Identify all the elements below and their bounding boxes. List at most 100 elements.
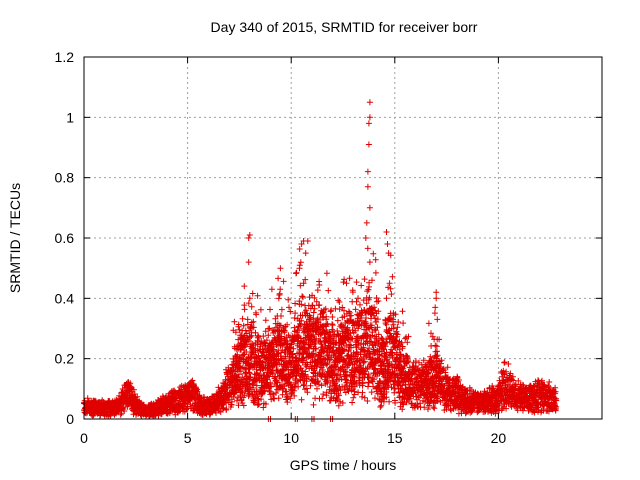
data-point	[290, 345, 297, 352]
data-point	[285, 296, 292, 303]
data-point	[319, 395, 326, 402]
data-point	[307, 314, 314, 321]
data-point	[368, 389, 375, 396]
data-point	[302, 368, 309, 375]
data-point	[253, 311, 260, 318]
data-point	[400, 320, 407, 327]
data-point	[370, 250, 377, 257]
data-point	[320, 309, 327, 316]
data-point	[311, 379, 318, 386]
data-point	[366, 204, 373, 211]
data-point	[247, 334, 254, 341]
data-point	[388, 291, 395, 298]
data-point	[274, 379, 281, 386]
data-point	[314, 385, 320, 392]
data-point	[431, 405, 438, 412]
data-point	[355, 295, 361, 302]
data-point	[386, 398, 393, 405]
data-point	[247, 374, 254, 381]
data-point	[329, 322, 336, 329]
data-point	[277, 286, 284, 293]
data-point	[245, 300, 252, 307]
data-point	[194, 388, 201, 395]
data-point	[241, 306, 248, 313]
data-point	[297, 322, 304, 329]
data-point	[280, 278, 287, 285]
data-point	[231, 318, 238, 325]
data-point	[235, 336, 242, 343]
data-point	[134, 393, 141, 400]
data-point	[361, 276, 368, 283]
data-point	[395, 319, 402, 325]
data-point	[291, 392, 298, 399]
data-point	[243, 349, 250, 355]
data-point	[315, 378, 321, 384]
data-point	[287, 308, 294, 315]
y-tick-label: 0.2	[55, 351, 75, 367]
data-point	[245, 259, 252, 266]
data-point	[433, 295, 440, 302]
data-point	[399, 308, 406, 315]
data-point	[295, 383, 302, 390]
data-point	[366, 259, 373, 266]
data-point	[366, 99, 373, 106]
data-point	[240, 322, 247, 329]
data-point	[249, 290, 256, 297]
data-point	[362, 235, 369, 241]
data-point	[248, 323, 255, 330]
data-point	[246, 295, 253, 302]
data-point	[302, 250, 309, 257]
data-point	[263, 337, 270, 344]
data-point	[313, 345, 319, 352]
data-point	[340, 279, 347, 286]
data-point	[241, 283, 248, 290]
data-point	[372, 256, 379, 263]
data-point	[256, 401, 262, 408]
data-point	[250, 318, 257, 325]
data-point	[293, 269, 300, 276]
data-point	[383, 295, 390, 302]
data-point	[335, 402, 342, 409]
data-point	[254, 292, 261, 299]
data-point	[350, 394, 357, 401]
data-point	[262, 317, 269, 324]
data-point	[281, 327, 288, 334]
data-point	[130, 386, 137, 393]
data-point	[346, 275, 353, 282]
data-point	[318, 382, 325, 389]
data-point	[432, 342, 439, 349]
data-point	[278, 306, 285, 313]
data-point	[303, 385, 310, 392]
data-point	[228, 398, 235, 405]
data-point	[432, 304, 439, 311]
data-point	[329, 314, 336, 320]
data-point	[270, 346, 277, 353]
data-point	[246, 369, 252, 376]
data-point	[296, 265, 303, 272]
data-point	[232, 389, 239, 396]
data-point	[252, 329, 259, 336]
data-point	[329, 321, 336, 328]
data-point	[317, 316, 323, 323]
data-point	[237, 368, 244, 375]
data-point	[248, 332, 255, 339]
data-point	[237, 356, 243, 362]
data-point	[275, 275, 282, 282]
data-point	[253, 382, 260, 389]
data-point	[311, 305, 318, 312]
data-point	[318, 341, 325, 348]
data-point	[260, 404, 267, 411]
data-point	[425, 320, 432, 327]
data-point	[310, 401, 317, 408]
data-point	[124, 403, 131, 410]
data-point	[365, 141, 372, 148]
data-point	[239, 385, 245, 392]
data-point	[275, 295, 282, 302]
data-point	[239, 315, 246, 322]
data-points	[81, 99, 560, 422]
data-point	[271, 395, 278, 402]
data-point	[267, 306, 273, 313]
data-point	[268, 286, 275, 293]
data-point	[232, 329, 239, 336]
data-point	[328, 307, 335, 314]
